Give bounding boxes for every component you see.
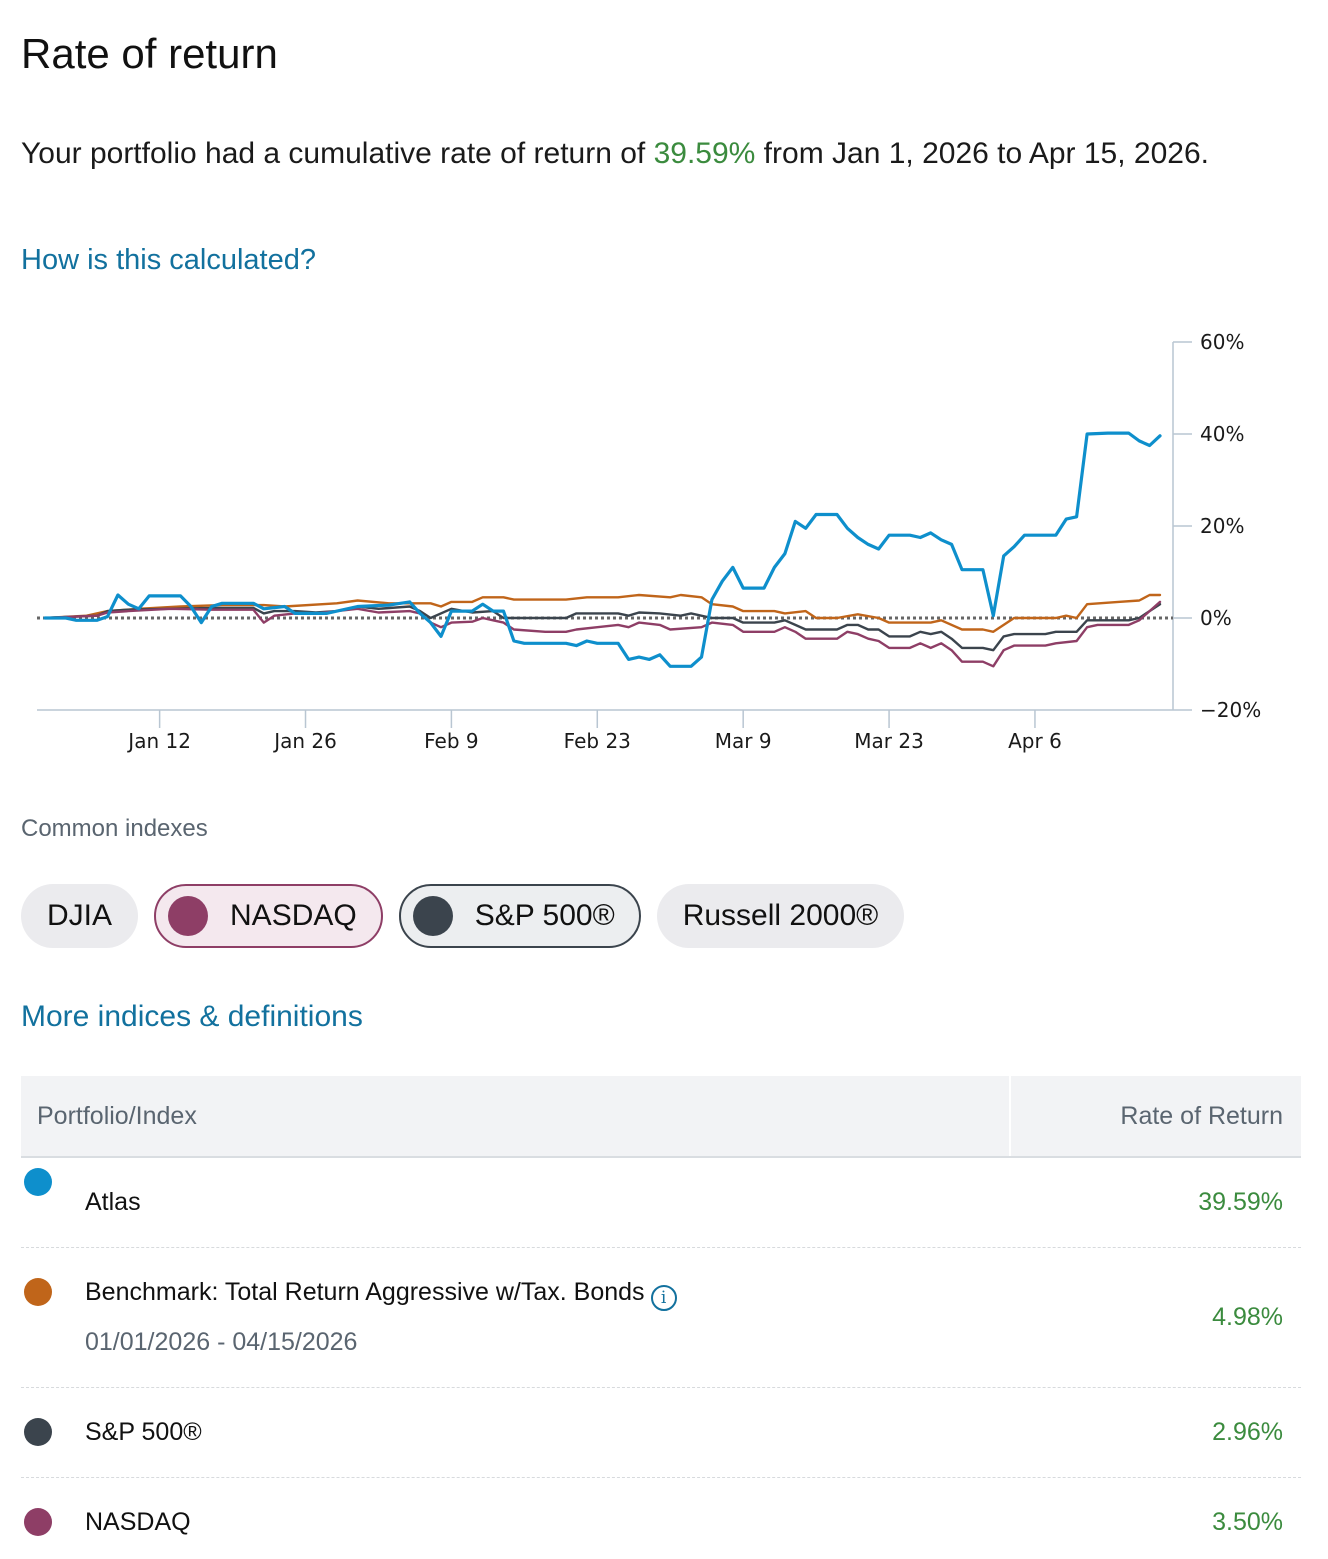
x-tick-label: Mar 9	[715, 729, 772, 753]
info-icon[interactable]: i	[650, 1285, 677, 1311]
row-name: NASDAQ	[85, 1508, 191, 1536]
returns-table: Portfolio/Index Rate of Return Atlas 39.…	[21, 1076, 1301, 1559]
row-value: 39.59%	[1198, 1188, 1283, 1216]
chip-russell-2000[interactable]: Russell 2000®	[656, 884, 905, 948]
row-value: 3.50%	[1212, 1508, 1283, 1536]
x-tick-label: Jan 26	[272, 729, 337, 753]
chip-sp500[interactable]: S&P 500®	[398, 884, 641, 948]
chip-nasdaq-label: NASDAQ	[230, 899, 357, 932]
row-name: Benchmark: Total Return Aggressive w/Tax…	[85, 1278, 677, 1311]
rate-of-return-chart: 60% 40% 20% 0% −20% Jan 12 Jan 26 Feb 9 Feb 23 Ma…	[37, 330, 1261, 753]
nasdaq-color-dot	[168, 896, 209, 936]
row-value: 2.96%	[1212, 1418, 1283, 1446]
atlas-color-dot	[24, 1168, 52, 1196]
y-tick-label: 20%	[1200, 514, 1244, 538]
y-tick-label: 40%	[1200, 422, 1244, 446]
sp500-row-dot	[24, 1418, 52, 1446]
summary-text-after: from Jan 1, 2026 to Apr 15, 2026.	[755, 137, 1209, 170]
return-summary: Your portfolio had a cumulative rate of …	[21, 130, 1281, 178]
summary-return-value: 39.59%	[653, 137, 756, 170]
table-row-sp500: S&P 500® 2.96%	[21, 1388, 1301, 1478]
row-value: 4.98%	[1212, 1303, 1283, 1331]
series-line-atlas	[43, 431, 1162, 668]
benchmark-name: Benchmark: Total Return Aggressive w/Tax…	[85, 1278, 645, 1306]
page-title: Rate of return	[21, 30, 278, 77]
table-row-atlas: Atlas 39.59%	[21, 1158, 1301, 1248]
row-name: S&P 500®	[85, 1418, 202, 1446]
series-line-benchmark-total-return-aggressive-w-tax-bonds	[43, 593, 1162, 633]
common-indexes-label: Common indexes	[21, 815, 208, 842]
how-calculated-link[interactable]: How is this calculated?	[21, 244, 316, 276]
chip-sp500-label: S&P 500®	[474, 899, 615, 932]
header-portfolio-index: Portfolio/Index	[21, 1076, 1011, 1156]
chart-series	[43, 431, 1162, 668]
x-tick-label: Jan 12	[126, 729, 191, 753]
chip-djia-label: DJIA	[47, 899, 113, 932]
benchmark-color-dot	[24, 1278, 52, 1306]
summary-text-before: Your portfolio had a cumulative rate of …	[21, 137, 654, 170]
y-tick-label: 60%	[1200, 330, 1244, 354]
row-date-range: 01/01/2026 - 04/15/2026	[85, 1328, 358, 1356]
x-tick-label: Feb 9	[424, 729, 479, 753]
series-line-s-p-500	[43, 603, 1162, 652]
y-tick-label: −20%	[1200, 698, 1261, 722]
x-tick-label: Feb 23	[564, 729, 631, 753]
x-tick-label: Mar 23	[854, 729, 924, 753]
sp500-color-dot	[412, 896, 453, 936]
chart-axes: 60% 40% 20% 0% −20% Jan 12 Jan 26 Feb 9 Feb 23 Ma…	[37, 330, 1261, 753]
chip-djia[interactable]: DJIA	[21, 884, 139, 948]
y-tick-label: 0%	[1200, 606, 1232, 630]
table-header: Portfolio/Index Rate of Return	[21, 1076, 1301, 1158]
row-name: Atlas	[85, 1188, 141, 1216]
header-rate-of-return: Rate of Return	[1120, 1101, 1283, 1130]
table-row-nasdaq: NASDAQ 3.50%	[21, 1478, 1301, 1559]
chip-nasdaq[interactable]: NASDAQ	[154, 884, 383, 948]
x-tick-label: Apr 6	[1008, 729, 1062, 753]
nasdaq-row-dot	[24, 1508, 52, 1536]
chip-russell-label: Russell 2000®	[682, 899, 879, 932]
table-row-benchmark: Benchmark: Total Return Aggressive w/Tax…	[21, 1248, 1301, 1388]
more-indices-link[interactable]: More indices & definitions	[21, 1000, 363, 1033]
index-chips: DJIA NASDAQ S&P 500® Russell 2000®	[21, 884, 905, 948]
